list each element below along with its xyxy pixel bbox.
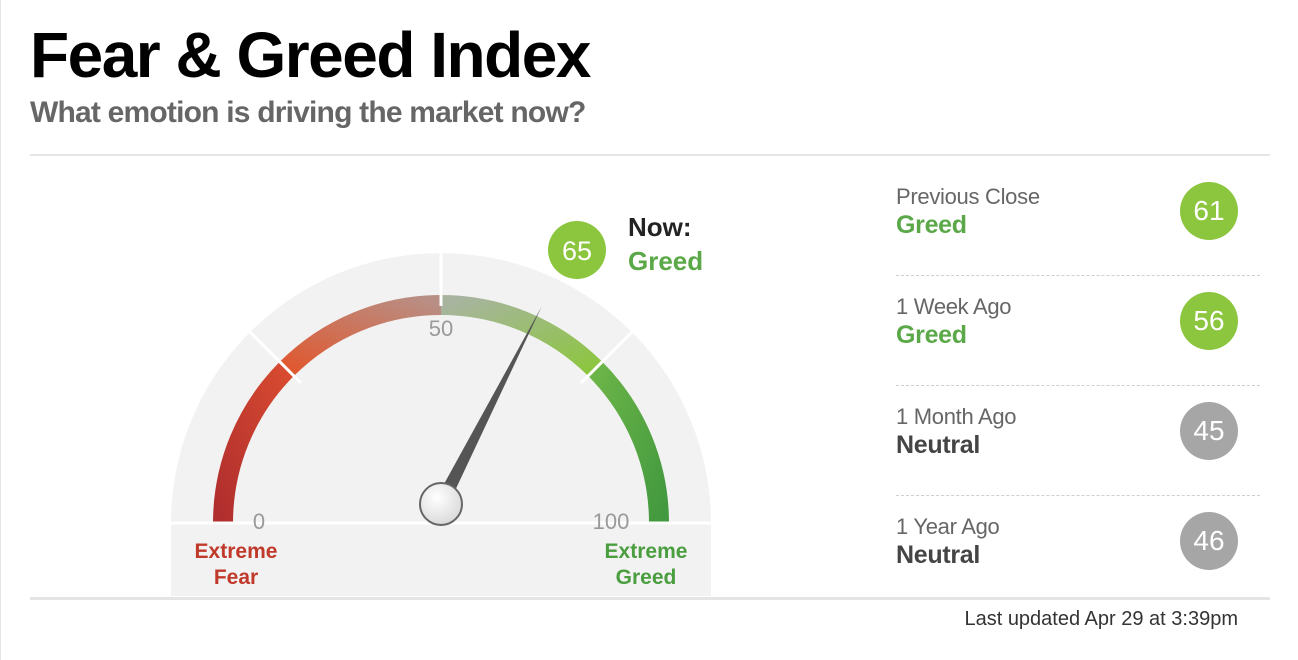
history-label: 1 Week Ago bbox=[896, 294, 1012, 319]
page-title: Fear & Greed Index bbox=[30, 19, 591, 91]
history-label: Previous Close bbox=[896, 184, 1040, 209]
header-divider bbox=[30, 154, 1270, 156]
history-item-1-year-ago: 1 Year Ago Neutral 46 bbox=[896, 496, 1260, 606]
gauge-scale-0: 0 bbox=[253, 509, 265, 534]
history-rating: Neutral bbox=[896, 431, 981, 459]
current-value-badge bbox=[548, 221, 606, 279]
history-value-badge: 61 bbox=[1180, 182, 1238, 240]
gauge-divider-75 bbox=[579, 320, 644, 385]
gauge-needle bbox=[434, 306, 542, 508]
history-label: 1 Year Ago bbox=[896, 514, 1000, 539]
gauge-segment-extreme-fear bbox=[213, 361, 294, 524]
gauge-scale-100: 100 bbox=[593, 509, 630, 534]
history-rating: Greed bbox=[896, 321, 967, 349]
fear-greed-gauge: 0 50 100 Extreme Fear Extreme Greed 65 bbox=[0, 156, 860, 596]
history-item-1-month-ago: 1 Month Ago Neutral 45 bbox=[896, 386, 1260, 496]
history-value-badge: 56 bbox=[1180, 292, 1238, 350]
history-item-1-week-ago: 1 Week Ago Greed 56 bbox=[896, 276, 1260, 386]
history-item-previous-close: Previous Close Greed 61 bbox=[896, 166, 1260, 276]
caption-extreme-greed-line1: Extreme bbox=[605, 540, 688, 563]
gauge-scale-50: 50 bbox=[429, 316, 453, 341]
caption-extreme-greed-line2: Greed bbox=[616, 566, 677, 589]
gauge-divider-25 bbox=[238, 320, 303, 385]
caption-extreme-fear-line2: Fear bbox=[214, 566, 258, 589]
now-label: Now: bbox=[628, 212, 692, 242]
gauge-segment-extreme-greed bbox=[588, 361, 669, 524]
gauge-svg: 0 50 100 Extreme Fear Extreme Greed 65 bbox=[171, 221, 711, 596]
last-updated: Last updated Apr 29 at 3:39pm bbox=[964, 608, 1238, 630]
history-value-badge: 46 bbox=[1180, 512, 1238, 570]
caption-extreme-fear-line1: Extreme bbox=[195, 540, 278, 563]
footer-divider bbox=[30, 597, 1270, 600]
gauge-needle-hub bbox=[419, 482, 463, 526]
current-value-text: 65 bbox=[562, 236, 592, 266]
history-rating: Neutral bbox=[896, 541, 981, 569]
history-label: 1 Month Ago bbox=[896, 404, 1017, 429]
history-value-badge: 45 bbox=[1180, 402, 1238, 460]
now-rating: Greed bbox=[628, 246, 704, 276]
page-subtitle: What emotion is driving the market now? bbox=[30, 96, 586, 129]
gauge-segment-greed bbox=[440, 295, 603, 376]
gauge-segment-fear bbox=[279, 295, 442, 376]
gauge-background bbox=[171, 253, 711, 596]
history-panel: Previous Close Greed 61 1 Week Ago Greed… bbox=[896, 166, 1260, 606]
history-rating: Greed bbox=[896, 211, 967, 239]
